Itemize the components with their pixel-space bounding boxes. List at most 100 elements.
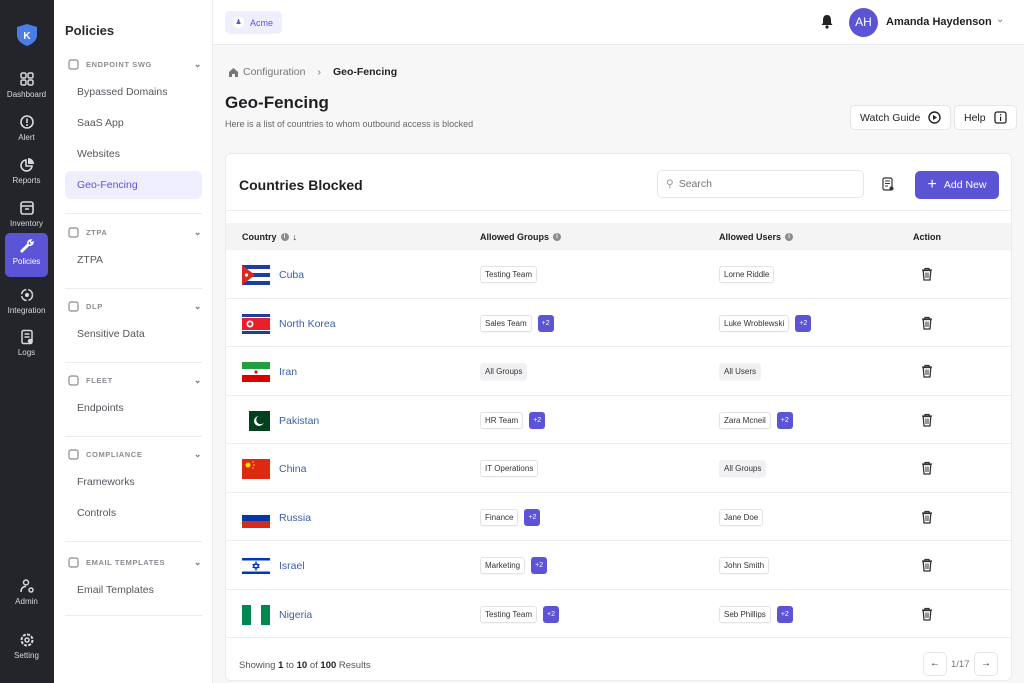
info-icon[interactable]: i	[280, 233, 289, 241]
search-field[interactable]: ⚲	[657, 170, 864, 198]
watch-guide-label: Watch Guide	[860, 111, 921, 124]
user-chip: All Users	[719, 363, 762, 380]
more-users-badge[interactable]: +2	[776, 411, 793, 429]
more-groups-badge[interactable]: +2	[543, 605, 559, 623]
divider	[226, 210, 1011, 211]
chevron-down-icon[interactable]: ⌄	[193, 226, 202, 237]
divider	[65, 615, 202, 616]
search-input[interactable]	[678, 178, 849, 190]
country-link[interactable]: China	[279, 463, 307, 475]
chevron-down-icon[interactable]: ⌄	[193, 448, 202, 459]
trash-icon[interactable]	[921, 364, 933, 378]
column-allowed-groups: Allowed Groups i	[480, 232, 562, 242]
add-new-button[interactable]: + Add New	[915, 171, 999, 199]
column-country[interactable]: Country i ↓	[242, 232, 297, 242]
more-users-badge[interactable]: +2	[776, 605, 793, 623]
section-header[interactable]: EMAIL TEMPLATES ⌄	[65, 551, 202, 573]
org-switcher[interactable]: ♟ Acme	[225, 11, 283, 34]
user-chip: Lorne Riddle	[719, 266, 775, 283]
sort-down-icon[interactable]: ↓	[292, 232, 298, 242]
table-row: Israel Marketing +2 John Smith	[226, 541, 1011, 590]
user-name[interactable]: Amanda Haydenson	[886, 16, 992, 28]
prev-page-button[interactable]: ←	[923, 652, 947, 676]
country-link[interactable]: Pakistan	[279, 414, 320, 427]
user-chip: Seb Phillips	[719, 605, 771, 623]
compliance-icon	[68, 448, 79, 460]
help-button[interactable]: Help	[954, 105, 1017, 130]
user-chip: All Groups	[719, 460, 767, 477]
trash-icon[interactable]	[921, 607, 933, 621]
section-header[interactable]: ENDPOINT SWG ⌄	[65, 53, 202, 75]
info-icon[interactable]: i	[785, 233, 794, 241]
more-users-badge[interactable]: +2	[795, 314, 812, 332]
trash-icon[interactable]	[921, 413, 933, 427]
country-link[interactable]: Cuba	[279, 269, 305, 281]
sidebar-item-sensitive-data[interactable]: Sensitive Data	[77, 328, 145, 340]
sidebar-item-saas-app[interactable]: SaaS App	[77, 117, 124, 129]
rail-item-logs[interactable]: Logs	[5, 324, 48, 368]
country-link[interactable]: Russia	[279, 511, 312, 524]
chevron-down-icon[interactable]: ⌄	[996, 14, 1005, 25]
table-row: Pakistan HR Team +2 Zara Mcneil +2	[226, 396, 1011, 444]
rail-item-integration[interactable]: Integration	[5, 282, 48, 326]
sidebar-item-ztpa[interactable]: ZTPA	[77, 254, 104, 266]
more-groups-badge[interactable]: +2	[531, 557, 548, 574]
next-page-button[interactable]: →	[974, 652, 998, 676]
group-chip: Testing Team	[480, 605, 537, 623]
bell-icon[interactable]	[820, 14, 834, 29]
report-icon[interactable]	[882, 177, 894, 191]
rail-item-policies[interactable]: Policies	[5, 233, 48, 277]
watch-guide-button[interactable]: Watch Guide	[850, 105, 952, 130]
chevron-down-icon[interactable]: ⌄	[193, 556, 202, 567]
sidebar-item-email-templates[interactable]: Email Templates	[77, 584, 154, 596]
sidebar-item-geo-fencing[interactable]: Geo-Fencing	[65, 171, 202, 199]
rail-item-label: Policies	[12, 257, 41, 266]
chevron-down-icon[interactable]: ⌄	[193, 58, 202, 69]
column-label: Country	[242, 232, 277, 242]
sidebar-item-bypassed-domains[interactable]: Bypassed Domains	[77, 86, 168, 98]
divider	[65, 213, 202, 214]
rail-item-reports[interactable]: Reports	[5, 152, 48, 196]
section-title: DLP	[86, 301, 103, 311]
chevron-down-icon[interactable]: ⌄	[193, 300, 202, 311]
section-header[interactable]: COMPLIANCE ⌄	[65, 443, 202, 465]
section-header[interactable]: ZTPA ⌄	[65, 221, 202, 243]
group-chip: Marketing	[480, 557, 526, 574]
rail-item-label: Admin	[15, 597, 38, 606]
sidebar-item-websites[interactable]: Websites	[77, 148, 120, 160]
avatar[interactable]: AH	[849, 8, 878, 37]
column-action: Action	[913, 232, 941, 242]
breadcrumb-parent[interactable]: Configuration	[243, 66, 306, 78]
chevron-down-icon[interactable]: ⌄	[193, 374, 202, 385]
rail-item-inventory[interactable]: Inventory	[5, 195, 48, 239]
sidebar-item-controls[interactable]: Controls	[77, 507, 117, 519]
template-icon	[68, 556, 79, 568]
sidebar-item-endpoints[interactable]: Endpoints	[77, 402, 124, 414]
rail-item-label: Setting	[14, 651, 39, 660]
section-header[interactable]: DLP ⌄	[65, 295, 202, 317]
trash-icon[interactable]	[921, 316, 933, 330]
grid-icon	[19, 72, 34, 86]
card-title: Countries Blocked	[239, 177, 363, 193]
trash-icon[interactable]	[921, 510, 933, 524]
rail-item-dashboard[interactable]: Dashboard	[5, 66, 48, 110]
fleet-icon	[68, 374, 79, 386]
more-groups-badge[interactable]: +2	[529, 411, 546, 429]
section-header[interactable]: FLEET ⌄	[65, 369, 202, 391]
rail-item-alert[interactable]: Alert	[5, 109, 48, 153]
country-link[interactable]: Iran	[279, 366, 298, 378]
info-icon[interactable]: i	[553, 233, 562, 241]
trash-icon[interactable]	[921, 267, 933, 281]
pie-chart-icon	[19, 158, 34, 172]
rail-item-admin[interactable]: Admin	[5, 573, 48, 617]
country-link[interactable]: North Korea	[279, 317, 336, 330]
country-link[interactable]: Nigeria	[279, 608, 313, 621]
sidebar-item-frameworks[interactable]: Frameworks	[77, 476, 135, 488]
trash-icon[interactable]	[921, 558, 933, 572]
org-name: Acme	[250, 17, 274, 28]
more-groups-badge[interactable]: +2	[537, 314, 554, 332]
rail-item-setting[interactable]: Setting	[5, 627, 48, 671]
more-groups-badge[interactable]: +2	[524, 508, 541, 526]
country-link[interactable]: Israel	[279, 560, 305, 572]
trash-icon[interactable]	[921, 461, 933, 475]
